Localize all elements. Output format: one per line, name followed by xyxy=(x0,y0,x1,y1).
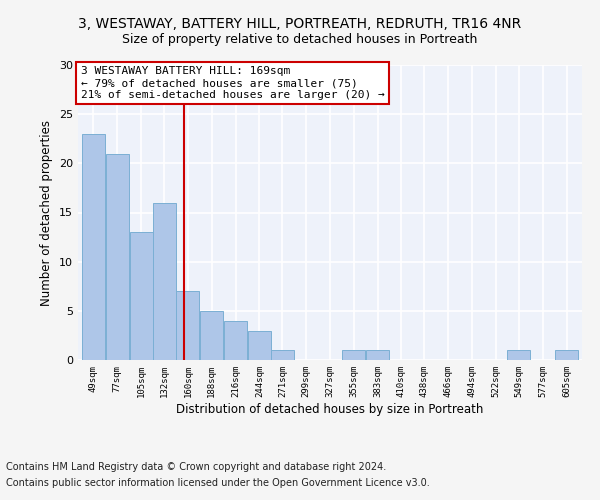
Bar xyxy=(555,350,578,360)
Bar xyxy=(130,232,152,360)
Y-axis label: Number of detached properties: Number of detached properties xyxy=(40,120,53,306)
Bar xyxy=(106,154,129,360)
Text: 3, WESTAWAY, BATTERY HILL, PORTREATH, REDRUTH, TR16 4NR: 3, WESTAWAY, BATTERY HILL, PORTREATH, RE… xyxy=(79,18,521,32)
Bar xyxy=(342,350,365,360)
Bar xyxy=(200,311,223,360)
Bar xyxy=(176,291,199,360)
Bar xyxy=(224,320,247,360)
X-axis label: Distribution of detached houses by size in Portreath: Distribution of detached houses by size … xyxy=(176,402,484,415)
Bar xyxy=(248,330,271,360)
Bar xyxy=(152,202,176,360)
Text: Contains public sector information licensed under the Open Government Licence v3: Contains public sector information licen… xyxy=(6,478,430,488)
Bar xyxy=(366,350,389,360)
Text: Size of property relative to detached houses in Portreath: Size of property relative to detached ho… xyxy=(122,32,478,46)
Text: 3 WESTAWAY BATTERY HILL: 169sqm
← 79% of detached houses are smaller (75)
21% of: 3 WESTAWAY BATTERY HILL: 169sqm ← 79% of… xyxy=(80,66,384,100)
Text: Contains HM Land Registry data © Crown copyright and database right 2024.: Contains HM Land Registry data © Crown c… xyxy=(6,462,386,472)
Bar xyxy=(271,350,294,360)
Bar xyxy=(508,350,530,360)
Bar xyxy=(82,134,105,360)
